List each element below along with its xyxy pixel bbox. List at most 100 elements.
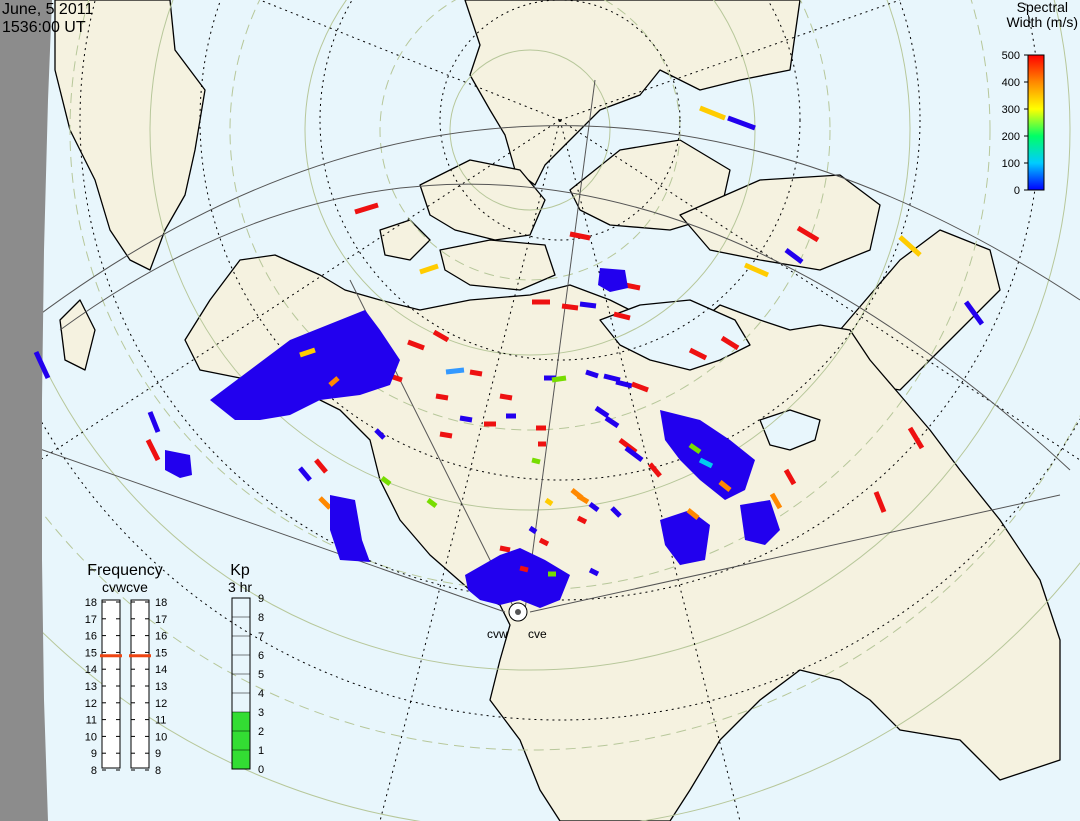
kp-tick-label: 7 bbox=[258, 631, 264, 643]
scatter-cluster bbox=[598, 268, 628, 292]
scatter-cell bbox=[603, 373, 621, 383]
kamchatka-landmass bbox=[59, 299, 96, 371]
frequency-tick-left: 14 bbox=[85, 664, 97, 676]
night-terminator-mask bbox=[0, 0, 52, 821]
scatter-cell bbox=[579, 301, 597, 309]
scatter-cell bbox=[299, 347, 316, 358]
scatter-cell bbox=[698, 457, 714, 469]
scatter-cluster bbox=[660, 510, 710, 565]
scatter-cell bbox=[718, 480, 732, 492]
kp-tick-label: 2 bbox=[258, 726, 264, 738]
frequency-tick-right: 18 bbox=[155, 597, 167, 609]
kp-tick-label: 3 bbox=[258, 707, 264, 719]
scatter-cell bbox=[688, 347, 708, 361]
frequency-tick-left: 12 bbox=[85, 698, 97, 710]
cve-frequency-marker bbox=[129, 654, 151, 658]
frequency-tick-left: 11 bbox=[86, 715, 97, 727]
arctic-island-4 bbox=[679, 174, 881, 271]
scatter-cell bbox=[439, 431, 453, 439]
scatter-cell bbox=[407, 339, 425, 351]
scatter-cell bbox=[544, 497, 554, 507]
scatter-cell bbox=[907, 426, 925, 450]
scatter-cell bbox=[618, 438, 638, 454]
scatter-cell bbox=[445, 367, 465, 375]
scatter-cell bbox=[426, 498, 438, 508]
frequency-tick-right: 17 bbox=[155, 614, 167, 626]
color-bar-tick-label: 300 bbox=[1002, 104, 1020, 116]
hudson-bay bbox=[599, 299, 751, 371]
kp-tick-label: 5 bbox=[258, 669, 264, 681]
scatter-cell bbox=[796, 225, 820, 243]
scatter-cluster bbox=[465, 548, 570, 608]
plot-time: 1536:00 UT bbox=[2, 19, 86, 36]
color-bar-tick-label: 500 bbox=[1002, 50, 1020, 62]
scatter-cell bbox=[963, 300, 985, 326]
frequency-tick-right: 15 bbox=[155, 647, 167, 659]
color-bar-title-1: Spectral bbox=[1017, 0, 1068, 15]
radar-label-cve: cve bbox=[528, 627, 547, 641]
radar-fov bbox=[0, 79, 1080, 613]
frequency-tick-left: 10 bbox=[85, 731, 97, 743]
scatter-cell bbox=[784, 248, 804, 264]
scatter-cell bbox=[528, 525, 538, 535]
scatter-cell bbox=[538, 537, 550, 547]
scatter-cell bbox=[783, 468, 797, 486]
frequency-tick-left: 13 bbox=[85, 681, 97, 693]
scatter-cell bbox=[459, 415, 473, 423]
scatter-cell bbox=[551, 375, 567, 383]
radar-label-cvw: cvw bbox=[487, 627, 508, 641]
scatter-cell bbox=[328, 376, 340, 387]
scatter-cluster bbox=[165, 450, 192, 478]
kp-tick-label: 0 bbox=[258, 764, 264, 776]
scatter-cell bbox=[898, 235, 922, 257]
scatter-cell bbox=[499, 545, 511, 553]
kp-subtitle: 3 hr bbox=[228, 579, 252, 595]
plot-date: June, 5 2011 bbox=[2, 1, 94, 18]
scatter-cell bbox=[873, 491, 887, 513]
scatter-cell bbox=[314, 458, 328, 474]
frequency-tick-left: 15 bbox=[85, 647, 97, 659]
scatter-cell bbox=[469, 369, 483, 377]
greenland-landmass bbox=[464, 0, 801, 186]
scatter-cell bbox=[432, 329, 450, 343]
scatter-cell bbox=[699, 105, 726, 121]
scatter-cell bbox=[744, 262, 769, 278]
scatter-cell bbox=[769, 492, 783, 510]
scatter-cell bbox=[298, 466, 312, 482]
backscatter-cells bbox=[33, 105, 985, 608]
frequency-title: Frequency bbox=[87, 562, 163, 579]
scatter-cluster bbox=[740, 500, 780, 545]
color-bar: Spectral Width (m/s) 500 400 300 200 100 0 bbox=[1002, 0, 1078, 197]
frequency-panel: Frequency cvwcve 18 18 17 17 16 16 15 15 14 14 13 1… bbox=[85, 562, 168, 777]
frequency-tick-right: 10 bbox=[155, 731, 167, 743]
frequency-tick-left: 9 bbox=[91, 748, 97, 760]
scatter-cell bbox=[380, 476, 392, 486]
arctic-island-2 bbox=[439, 239, 556, 291]
scatter-cell bbox=[648, 462, 662, 478]
scatter-cell bbox=[499, 393, 513, 401]
color-bar-tick-label: 400 bbox=[1002, 77, 1020, 89]
scatter-cell bbox=[686, 508, 700, 520]
scatter-cell bbox=[33, 350, 51, 380]
scatter-cell bbox=[354, 202, 379, 215]
scatter-cell bbox=[561, 303, 579, 311]
color-bar-tick-label: 0 bbox=[1014, 185, 1020, 197]
siberia-landmass bbox=[54, 0, 206, 271]
scatter-cell bbox=[585, 369, 599, 379]
frequency-tick-right: 12 bbox=[155, 698, 167, 710]
scatter-cell bbox=[588, 502, 600, 512]
frequency-tick-right: 9 bbox=[155, 748, 161, 760]
cvw-frequency-marker bbox=[100, 654, 122, 658]
scatter-cell bbox=[604, 415, 620, 429]
frequency-tick-left: 17 bbox=[85, 614, 97, 626]
scatter-cell bbox=[688, 442, 702, 455]
scatter-cell bbox=[631, 381, 649, 393]
frequency-tick-left: 18 bbox=[85, 597, 97, 609]
color-bar-tick-label: 200 bbox=[1002, 131, 1020, 143]
scatter-cell bbox=[720, 335, 740, 351]
kp-title: Kp bbox=[230, 562, 250, 579]
kp-tick-label: 4 bbox=[258, 688, 264, 700]
scatter-cell bbox=[569, 231, 591, 241]
kp-panel: Kp 3 hr 9 8 7 6 5 4 3 2 1 0 bbox=[228, 562, 264, 776]
